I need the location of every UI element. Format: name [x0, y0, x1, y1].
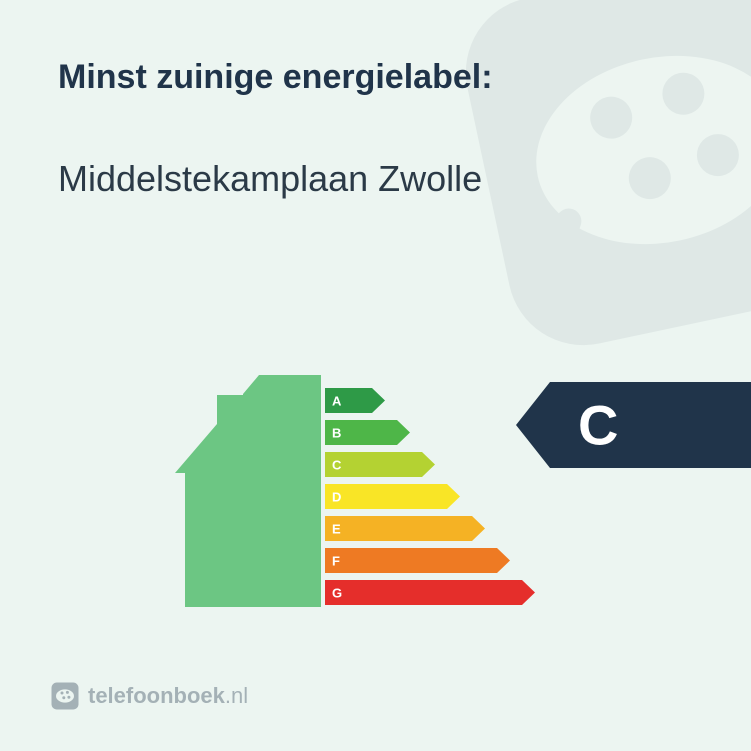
bar-label: C — [332, 457, 341, 472]
energy-bar-e: E — [325, 516, 535, 541]
energy-bar-d: D — [325, 484, 535, 509]
bar-label: D — [332, 489, 341, 504]
bar-label: G — [332, 585, 342, 600]
energy-bar-a: A — [325, 388, 535, 413]
energy-label-card: Minst zuinige energielabel: Middelstekam… — [0, 0, 751, 751]
energy-diagram: A B C D E F G — [175, 375, 575, 635]
house-icon — [175, 375, 321, 607]
brand-name-bold: telefoonboek — [88, 683, 225, 708]
bar-label: A — [332, 393, 341, 408]
energy-bar-g: G — [325, 580, 535, 605]
bar-arrow-icon — [325, 548, 510, 573]
brand-icon — [50, 681, 80, 711]
brand-name-rest: .nl — [225, 683, 248, 708]
bar-arrow-icon — [325, 484, 460, 509]
location-subtitle: Middelstekamplaan Zwolle — [58, 158, 482, 200]
bar-arrow-icon — [325, 516, 485, 541]
bar-arrow-icon — [325, 580, 535, 605]
selected-letter: C — [578, 393, 618, 458]
energy-bar-f: F — [325, 548, 535, 573]
energy-bar-b: B — [325, 420, 535, 445]
brand-text: telefoonboek.nl — [88, 683, 248, 709]
bar-label: F — [332, 553, 340, 568]
footer-brand: telefoonboek.nl — [50, 681, 248, 711]
bar-label: E — [332, 521, 341, 536]
page-title: Minst zuinige energielabel: — [58, 58, 493, 97]
energy-bar-c: C — [325, 452, 535, 477]
selected-label-badge: C — [516, 382, 751, 468]
bar-arrow-icon — [325, 452, 435, 477]
bar-label: B — [332, 425, 341, 440]
energy-bars: A B C D E F G — [325, 388, 535, 612]
badge-shape — [516, 382, 751, 468]
